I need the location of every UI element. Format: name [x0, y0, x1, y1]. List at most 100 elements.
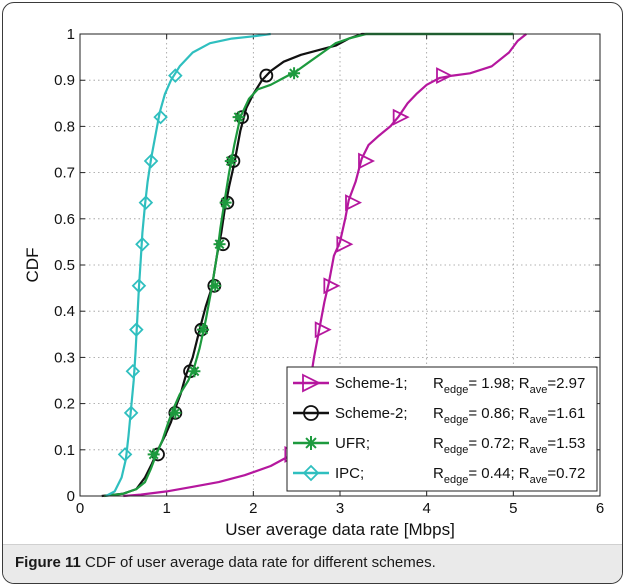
star-marker-stroke: [305, 437, 317, 449]
diamond-marker-shape: [143, 153, 159, 169]
x-tick-label: 3: [336, 500, 344, 517]
series-point-ufr: [209, 279, 222, 292]
legend-label: Scheme-2;: [335, 405, 408, 422]
star-marker-stroke: [233, 112, 244, 123]
diamond-marker-shape: [153, 109, 168, 125]
star-marker-stroke: [225, 156, 236, 166]
star-marker-stroke: [214, 239, 225, 250]
diamond-marker-shape: [135, 236, 150, 252]
star-marker-stroke: [189, 366, 200, 377]
star-marker-stroke: [148, 449, 159, 460]
diamond-marker-shape: [138, 195, 154, 210]
figure-caption: Figure 11 CDF of user average data rate …: [15, 554, 436, 571]
legend-label: Scheme-1;: [335, 375, 408, 392]
series-point-ipc: [117, 447, 133, 462]
series-point-scheme-1: [392, 108, 410, 126]
y-tick-label: 0.5: [54, 257, 75, 274]
y-tick-label: 1: [67, 26, 75, 43]
diamond-marker-shape: [302, 464, 320, 482]
circle-marker-shape: [259, 68, 274, 83]
legend-edge-label: Redge= 1.98; Rave=2.97: [433, 375, 585, 396]
series-point-ipc: [138, 195, 154, 210]
x-tick-label: 2: [249, 500, 257, 517]
series-point-scheme-1: [314, 321, 332, 339]
y-tick-label: 0.1: [54, 442, 75, 459]
series-point-scheme-1: [336, 235, 354, 253]
triangle-marker-shape: [336, 235, 354, 253]
triangle-marker-shape: [345, 194, 363, 212]
cdf-chart: 0 1 2 3 4 5 6 0 0.1 0.2 0.3 0.4 0.5 0.6 0.7 0.8 0.9 1 User…: [23, 26, 604, 539]
legend-edge-label: Redge= 0.86; Rave=1.61: [433, 405, 585, 426]
legend-box: [286, 366, 598, 492]
legend-marker: [302, 464, 320, 482]
triangle-marker-shape: [323, 277, 341, 295]
diamond-marker-shape: [129, 322, 144, 337]
legend-entry-scheme-1: Scheme-1; Redge= 1.98; Rave=2.97: [293, 373, 585, 396]
series-point-ipc: [153, 109, 168, 125]
y-tick-label: 0.6: [54, 211, 75, 228]
series-point-ufr: [213, 238, 226, 251]
series-point-ufr: [197, 323, 210, 336]
star-marker-stroke: [198, 324, 209, 335]
diamond-marker-shape: [131, 278, 147, 294]
series-point-ipc: [123, 405, 139, 421]
series-point-scheme-1: [323, 277, 341, 295]
caption-label: Figure 11: [15, 554, 81, 571]
circle-marker-shape: [303, 405, 319, 421]
triangle-marker-shape: [314, 321, 332, 339]
legend-entry-ipc: IPC; Redge= 0.44; Rave=0.72: [293, 464, 585, 486]
legend-label: UFR;: [335, 435, 370, 452]
diamond-marker-shape: [168, 68, 183, 83]
caption-period: .: [431, 554, 436, 571]
legend-label: IPC;: [335, 465, 364, 482]
triangle-marker-shape: [358, 152, 376, 170]
series-point-ipc: [143, 153, 159, 169]
legend-entry-ufr: UFR; Redge= 0.72; Rave=1.53: [293, 435, 585, 456]
series-point-ipc: [135, 236, 150, 252]
x-tick-label: 6: [596, 500, 604, 517]
series-point-ufr: [288, 67, 301, 80]
caption-bar: Figure 11 CDF of user average data rate …: [3, 544, 622, 583]
x-axis-label: User average data rate [Mbps]: [225, 520, 455, 539]
diamond-marker-shape: [125, 363, 141, 379]
series-point-ufr: [147, 448, 160, 461]
star-marker-stroke: [210, 280, 221, 291]
star-marker-stroke: [170, 407, 181, 418]
star-marker-stroke: [289, 68, 300, 79]
y-tick-label: 0.4: [54, 303, 75, 320]
legend: Scheme-1; Redge= 1.98; Rave=2.97 Scheme-2;…: [286, 366, 598, 492]
series-point-scheme-1: [436, 67, 454, 85]
x-tick-label: 1: [162, 500, 170, 517]
diamond-marker-shape: [123, 405, 139, 421]
triangle-marker-shape: [436, 67, 454, 85]
series-point-ipc: [125, 363, 141, 379]
series-point-scheme-1: [345, 194, 363, 212]
x-tick-label: 5: [509, 500, 517, 517]
legend-marker: [303, 405, 319, 421]
y-tick-label: 0: [67, 488, 75, 505]
series-point-scheme-1: [358, 152, 376, 170]
series-line-ipc: [105, 32, 271, 497]
series-point-ipc: [129, 322, 144, 337]
legend-entry-scheme-2: Scheme-2; Redge= 0.86; Rave=1.61: [293, 405, 585, 426]
legend-marker: [302, 373, 322, 393]
star-marker-stroke: [220, 197, 231, 208]
x-tick-label: 0: [76, 500, 84, 517]
x-tick-label: 4: [422, 500, 430, 517]
series-point-ufr: [219, 196, 232, 209]
y-tick-label: 0.7: [54, 165, 75, 182]
diamond-marker-shape: [117, 447, 133, 462]
plot-border: [79, 33, 601, 497]
legend-edge-label: Redge= 0.72; Rave=1.53: [433, 435, 585, 456]
triangle-marker-shape: [392, 108, 410, 126]
y-tick-label: 0.2: [54, 396, 75, 413]
triangle-marker-shape: [302, 373, 322, 393]
series-point-ufr: [188, 365, 201, 378]
series-point-ufr: [224, 155, 237, 168]
series-point-ipc: [131, 278, 147, 294]
y-tick-label: 0.8: [54, 118, 75, 135]
y-tick-label: 0.9: [54, 72, 75, 89]
y-tick-label: 0.3: [54, 349, 75, 366]
legend-marker: [304, 436, 318, 450]
